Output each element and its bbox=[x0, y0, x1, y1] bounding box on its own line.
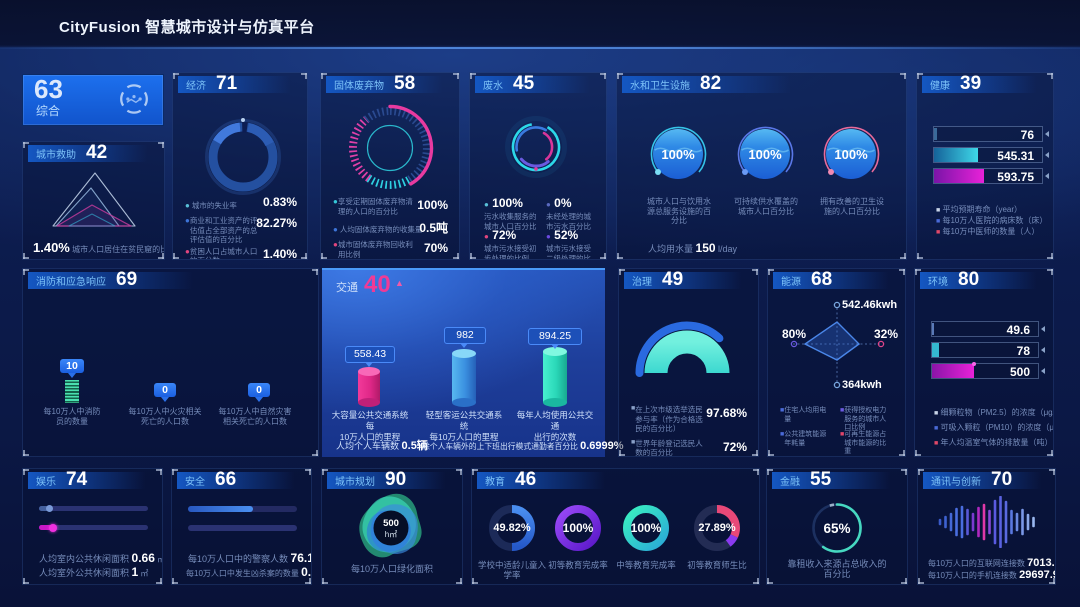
svg-text:h㎡: h㎡ bbox=[385, 530, 397, 539]
svg-text:500: 500 bbox=[383, 518, 399, 529]
svg-text:100%: 100% bbox=[834, 147, 868, 162]
svg-text:100%: 100% bbox=[661, 147, 695, 162]
svg-text:100%: 100% bbox=[748, 147, 782, 162]
